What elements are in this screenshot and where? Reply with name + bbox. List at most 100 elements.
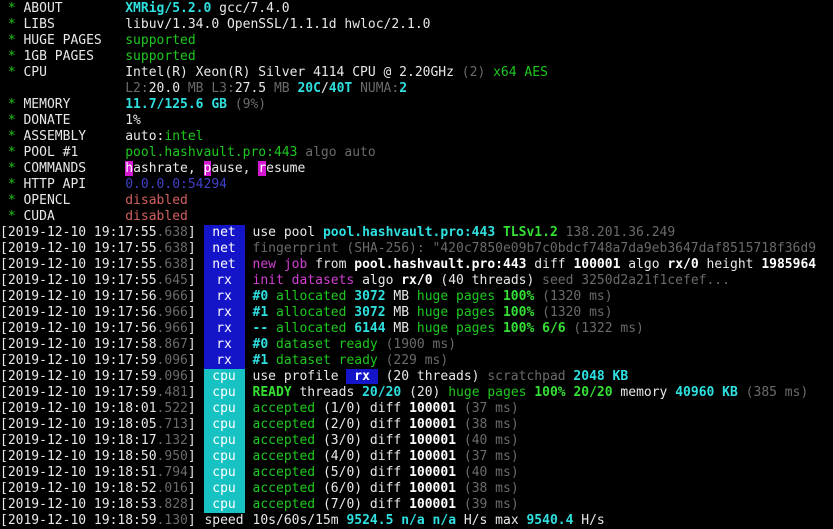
log-message-segment: use pool xyxy=(252,225,323,240)
info-label: 1GB PAGES xyxy=(23,49,126,64)
log-message-segment: (37 ms) xyxy=(456,449,519,464)
log-message-segment: rx/0 xyxy=(667,257,699,272)
log-timestamp-bracket: ] xyxy=(187,257,204,272)
log-message-segment: 100% xyxy=(502,289,535,304)
log-message-segment: H/s xyxy=(573,513,605,528)
log-message: #1 allocated 3072 MB huge pages 100% (13… xyxy=(245,305,613,321)
log-message-segment: (2/0) xyxy=(315,417,363,432)
info-label: ASSEMBLY xyxy=(23,129,126,144)
log-timestamp-ms: .645 xyxy=(156,273,188,288)
xmrig-info-block: * ABOUT XMRig/5.2.0 gcc/7.4.0 * LIBS lib… xyxy=(0,1,833,225)
log-row: [2019-12-10 19:17:55.638] net fingerprint… xyxy=(0,241,833,257)
log-message: accepted (5/0) diff 100001 (40 ms) xyxy=(245,465,519,481)
log-message: new job from pool.hashvault.pro:443 diff… xyxy=(245,257,817,273)
log-timestamp-ms: .481 xyxy=(156,385,188,400)
log-channel-tag-label: net xyxy=(203,257,245,273)
log-message-segment: accepted xyxy=(252,433,316,448)
log-timestamp-ms: .130 xyxy=(156,513,188,528)
log-channel-tag: cpu xyxy=(203,401,245,417)
log-message: use pool pool.hashvault.pro:443 TLSv1.2 … xyxy=(245,225,676,241)
log-message-segment: pool.hashvault.pro:443 xyxy=(354,257,535,272)
log-message-segment: fingerprint (SHA-256): "420c7850e09b7c0b… xyxy=(252,241,817,256)
info-value-segment: MB xyxy=(266,81,298,96)
log-message-segment: (40 ms) xyxy=(456,465,519,480)
bullet-icon: * xyxy=(0,49,24,64)
log-timestamp: [2019-12-10 19:18:52.016] xyxy=(0,481,204,497)
log-message-segment: diff xyxy=(362,449,410,464)
log-channel-tag: cpu xyxy=(203,481,245,497)
log-message-segment: diff xyxy=(362,417,410,432)
log-channel-tag-label: rx xyxy=(203,305,245,321)
log-channel-tag: net xyxy=(203,257,245,273)
log-message-segment: 100001 xyxy=(409,433,457,448)
log-message-segment: dataset ready xyxy=(268,337,378,352)
info-label: DONATE xyxy=(23,113,126,128)
log-message-segment: diff xyxy=(362,401,410,416)
log-message-segment: (1320 ms) xyxy=(534,289,613,304)
info-value-segment: Intel(R) Xeon(R) Silver 4114 CPU @ 2.20G… xyxy=(125,65,454,80)
log-timestamp: [2019-12-10 19:17:56.966] xyxy=(0,289,204,305)
log-channel-tag: rx xyxy=(203,289,245,305)
info-value-segment: / xyxy=(320,81,329,96)
log-timestamp-bracket: ] xyxy=(187,241,204,256)
log-message-segment: 100001 xyxy=(409,401,457,416)
log-timestamp-date: [2019-12-10 19:18:53 xyxy=(0,497,157,512)
log-timestamp-bracket: ] xyxy=(187,321,204,336)
log-timestamp: [2019-12-10 19:17:58.867] xyxy=(0,337,204,353)
log-message-segment: 9540.4 xyxy=(526,513,574,528)
log-message-segment: #1 xyxy=(252,305,269,320)
log-message-segment: n/a n/a xyxy=(393,513,464,528)
log-timestamp-bracket: ] xyxy=(187,481,204,496)
info-label: LIBS xyxy=(23,17,126,32)
log-timestamp: [2019-12-10 19:17:55.638] xyxy=(0,225,204,241)
log-message-segment: allocated xyxy=(268,289,355,304)
log-timestamp: [2019-12-10 19:18:53.828] xyxy=(0,497,204,513)
bullet-icon: * xyxy=(0,177,24,192)
log-message-segment: use profile xyxy=(252,369,347,384)
info-value-segment: 2 xyxy=(399,81,408,96)
log-channel-tag: net xyxy=(203,241,245,257)
log-message-segment: 100% 6/6 xyxy=(502,321,566,336)
info-value-segment: disabled xyxy=(125,193,188,208)
log-timestamp-date: [2019-12-10 19:17:59 xyxy=(0,353,157,368)
info-value-segment: supported xyxy=(125,33,196,48)
log-message-segment: (1322 ms) xyxy=(565,321,644,336)
log-message-segment: algo xyxy=(620,257,668,272)
log-message-segment: 138.201.36.249 xyxy=(557,225,676,240)
log-timestamp-bracket: ] xyxy=(187,305,204,320)
log-message-segment: memory xyxy=(612,385,676,400)
log-timestamp-bracket: ] xyxy=(187,369,204,384)
log-timestamp: [2019-12-10 19:18:17.132] xyxy=(0,433,204,449)
log-row: [2019-12-10 19:17:55.645] rx init dataset… xyxy=(0,273,833,289)
log-timestamp: [2019-12-10 19:18:05.713] xyxy=(0,417,204,433)
log-message: accepted (1/0) diff 100001 (37 ms) xyxy=(245,401,519,417)
log-message-segment: MB xyxy=(385,305,410,320)
log-timestamp-date: [2019-12-10 19:17:56 xyxy=(0,305,157,320)
info-value-segment: intel xyxy=(164,129,204,144)
log-message-segment: (3/0) xyxy=(315,433,363,448)
info-value-segment: disabled xyxy=(125,209,188,224)
log-message-segment: (1900 ms) xyxy=(377,337,457,352)
log-row: [2019-12-10 19:18:53.828] cpu accepted (7… xyxy=(0,497,833,513)
info-value-segment: supported xyxy=(125,49,196,64)
log-message-segment: -- xyxy=(252,321,269,336)
log-channel-tag-label: net xyxy=(203,225,245,241)
log-message-segment: #0 xyxy=(252,289,269,304)
log-message-segment: (5/0) xyxy=(315,465,363,480)
log-message-segment: 100001 xyxy=(409,497,457,512)
log-timestamp: [2019-12-10 19:17:59.096] xyxy=(0,353,204,369)
log-timestamp-date: [2019-12-10 19:18:52 xyxy=(0,481,157,496)
log-message-segment: (7/0) xyxy=(315,497,363,512)
log-timestamp-bracket: ] xyxy=(187,513,204,528)
bullet-icon: * xyxy=(0,209,24,224)
bullet-icon: * xyxy=(0,33,24,48)
log-message-segment: 1985964 xyxy=(761,257,817,272)
log-channel-tag: cpu xyxy=(203,449,245,465)
bullet-icon: * xyxy=(0,97,24,112)
log-message-segment: max xyxy=(487,513,527,528)
log-message-segment: seed 3250d2a21f1cefef... xyxy=(534,273,730,288)
log-message-segment: 9524.5 xyxy=(346,513,394,528)
log-message-segment: init datasets xyxy=(252,273,355,288)
log-message-segment: dataset ready xyxy=(268,353,378,368)
